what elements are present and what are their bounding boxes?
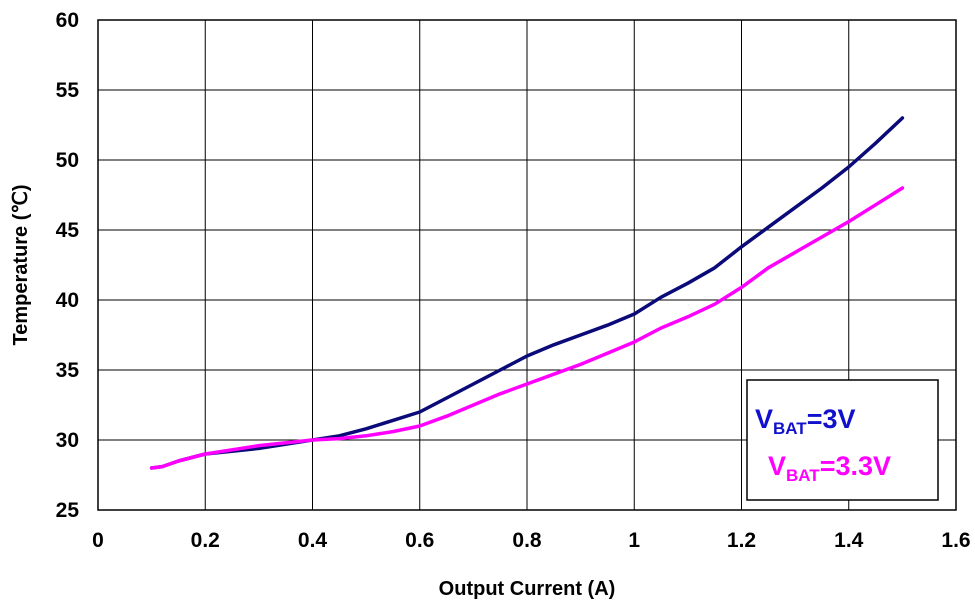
x-tick-label: 1 <box>628 529 640 552</box>
x-tick-label: 1.6 <box>941 529 970 552</box>
legend-entry-vbat-3-3v: VBAT=3.3V <box>768 451 891 485</box>
legend-0-suffix: =3V <box>807 404 856 434</box>
x-axis-ticks: 0 0.2 0.4 0.6 0.8 1 1.2 1.4 1.6 <box>92 529 970 552</box>
plot-border <box>97 19 957 511</box>
x-axis-title: Output Current (A) <box>439 578 616 600</box>
y-tick-label: 30 <box>56 429 79 452</box>
legend-box <box>746 379 939 501</box>
series-lines <box>149 116 905 470</box>
x-tick-label: 1.2 <box>727 529 756 552</box>
x-tick-label: 0.4 <box>298 529 328 552</box>
y-tick-label: 35 <box>56 359 80 382</box>
y-axis-title: Temperature (℃) <box>10 184 32 345</box>
legend-1-sub: BAT <box>786 466 820 485</box>
x-tick-label: 0.8 <box>512 529 542 552</box>
x-tick-label: 0 <box>92 529 104 552</box>
x-tick-label: 0.6 <box>405 529 434 552</box>
x-tick-label: 1.4 <box>834 529 864 552</box>
y-tick-label: 25 <box>56 499 80 522</box>
y-tick-label: 55 <box>56 79 80 102</box>
y-axis-ticks: 25 30 35 40 45 50 55 60 <box>56 9 80 522</box>
y-tick-label: 45 <box>56 219 80 242</box>
y-tick-label: 50 <box>56 149 79 172</box>
y-tick-label: 40 <box>56 289 79 312</box>
legend-entry-vbat-3v: VBAT=3V <box>755 404 856 438</box>
legend-1-main: V <box>768 451 786 481</box>
legend-0-sub: BAT <box>773 419 807 438</box>
legend: VBAT=3V VBAT=3.3V <box>746 379 939 501</box>
x-tick-label: 0.2 <box>191 529 220 552</box>
legend-0-main: V <box>755 404 773 434</box>
series-line-1 <box>149 186 905 470</box>
legend-1-suffix: =3.3V <box>820 451 891 481</box>
y-tick-label: 60 <box>56 9 79 32</box>
